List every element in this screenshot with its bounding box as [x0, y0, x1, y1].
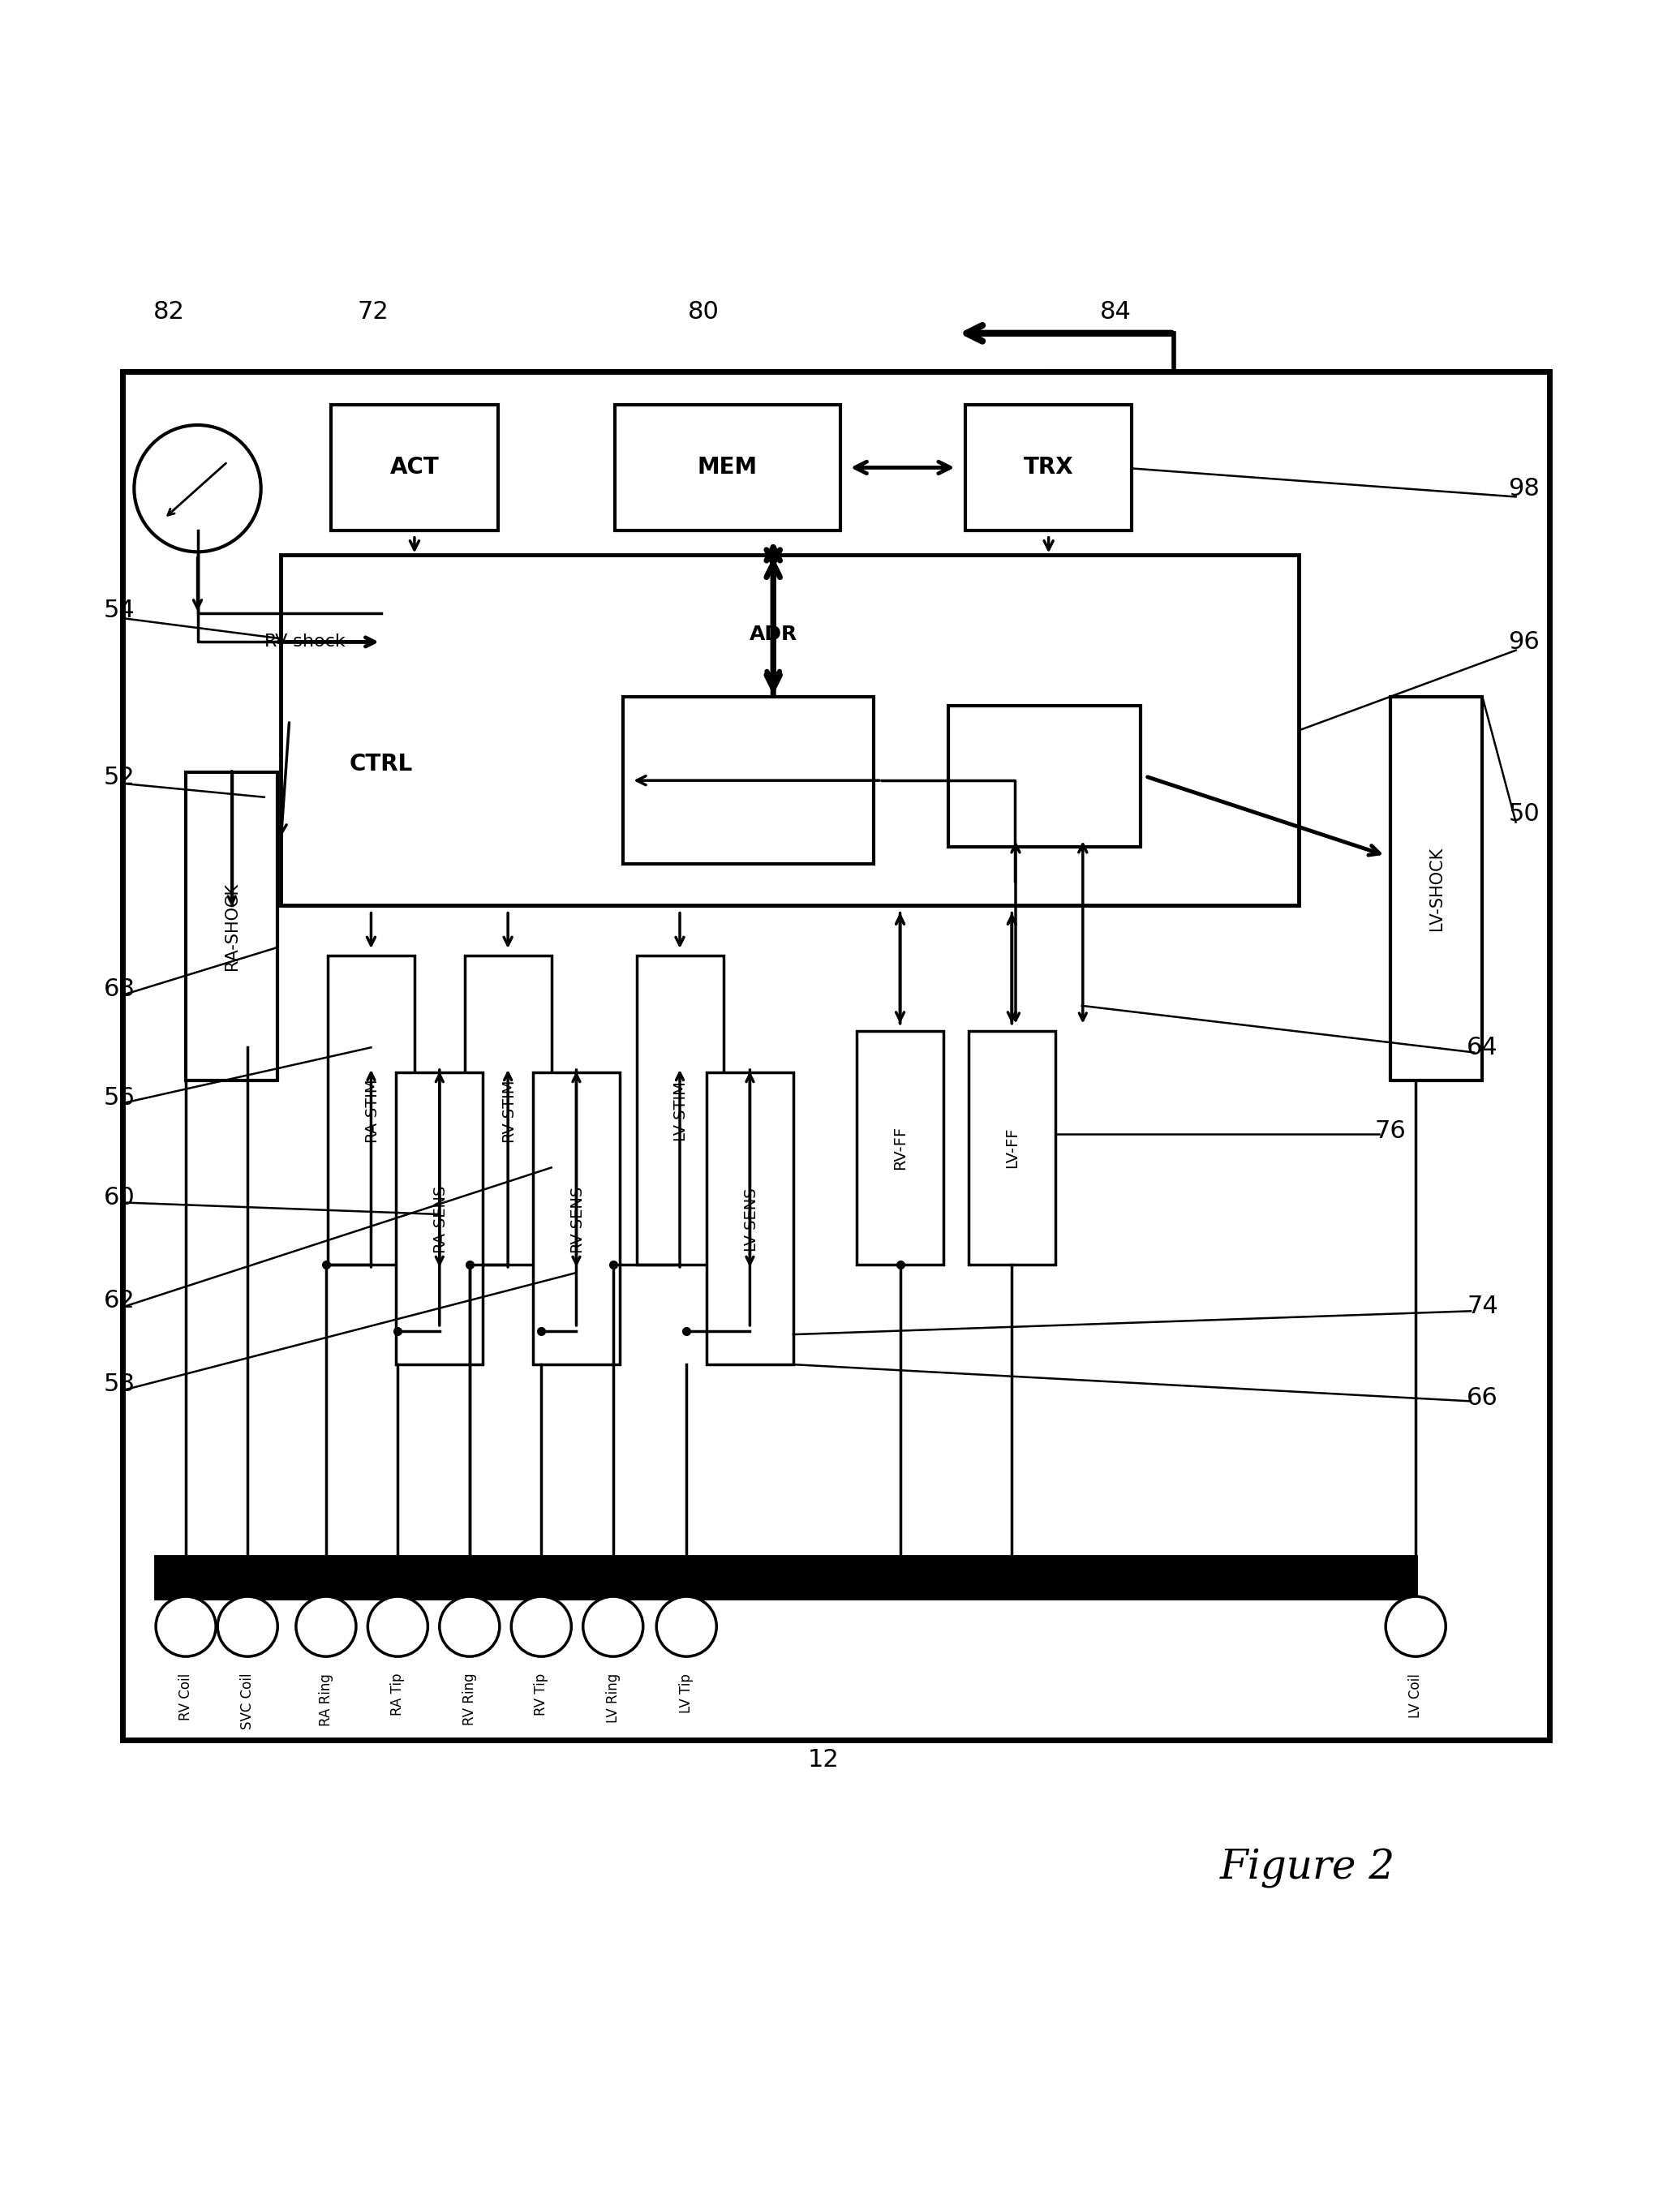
Text: 96: 96: [1509, 630, 1541, 654]
Text: RV-SENS: RV-SENS: [568, 1185, 585, 1251]
Text: LV-STIM: LV-STIM: [672, 1080, 687, 1141]
Bar: [707, 1073, 793, 1365]
Text: 82: 82: [153, 301, 185, 323]
Text: LV-SENS: LV-SENS: [743, 1185, 758, 1251]
Bar: [396, 1073, 482, 1365]
Text: RA-STIM: RA-STIM: [363, 1078, 378, 1141]
Text: 50: 50: [1509, 801, 1541, 825]
Text: 60: 60: [104, 1185, 134, 1209]
Bar: [465, 955, 551, 1264]
Bar: [123, 371, 1549, 1741]
Text: 66: 66: [1467, 1385, 1499, 1409]
Text: LV Ring: LV Ring: [606, 1673, 620, 1723]
Text: 52: 52: [104, 766, 134, 788]
Bar: [331, 406, 497, 531]
Ellipse shape: [1386, 1596, 1446, 1657]
Bar: [623, 698, 874, 865]
Text: RV-shock: RV-shock: [264, 634, 346, 650]
Text: Figure 2: Figure 2: [1220, 1848, 1394, 1888]
Text: 72: 72: [358, 301, 388, 323]
Text: LV-SHOCK: LV-SHOCK: [1428, 847, 1445, 931]
Ellipse shape: [218, 1596, 277, 1657]
Text: RV-FF: RV-FF: [892, 1126, 907, 1170]
Text: 56: 56: [104, 1087, 134, 1108]
Text: 58: 58: [104, 1372, 134, 1396]
Text: TRX: TRX: [1023, 457, 1074, 479]
Text: 74: 74: [1467, 1295, 1499, 1317]
Ellipse shape: [156, 1596, 217, 1657]
Text: ACT: ACT: [390, 457, 438, 479]
Text: MEM: MEM: [697, 457, 758, 479]
Text: RV Ring: RV Ring: [462, 1673, 477, 1725]
Text: RV Coil: RV Coil: [178, 1673, 193, 1721]
Text: 84: 84: [1100, 301, 1131, 323]
Text: 64: 64: [1467, 1036, 1499, 1060]
Text: RA-SENS: RA-SENS: [432, 1185, 447, 1253]
Bar: [968, 1032, 1055, 1264]
Text: CTRL: CTRL: [349, 753, 413, 775]
Bar: [722, 579, 823, 689]
Ellipse shape: [511, 1596, 571, 1657]
Text: 12: 12: [808, 1747, 838, 1771]
Bar: [533, 1073, 620, 1365]
Text: SVC Coil: SVC Coil: [240, 1673, 255, 1730]
Ellipse shape: [296, 1596, 356, 1657]
Text: 62: 62: [104, 1288, 134, 1313]
Text: LV Tip: LV Tip: [679, 1673, 694, 1712]
Bar: [328, 955, 415, 1264]
Text: LV Coil: LV Coil: [1408, 1673, 1423, 1719]
Ellipse shape: [134, 426, 260, 551]
Bar: [156, 1556, 1416, 1598]
Bar: [857, 1032, 944, 1264]
Bar: [637, 955, 722, 1264]
Text: RA Tip: RA Tip: [390, 1673, 405, 1716]
Text: 98: 98: [1509, 476, 1541, 500]
Ellipse shape: [657, 1596, 716, 1657]
Ellipse shape: [368, 1596, 428, 1657]
Text: ADR: ADR: [749, 626, 798, 643]
Ellipse shape: [583, 1596, 643, 1657]
Bar: [615, 406, 840, 531]
Text: 76: 76: [1374, 1119, 1406, 1144]
Bar: [1391, 698, 1482, 1080]
Text: RA Ring: RA Ring: [319, 1673, 333, 1725]
Bar: [281, 555, 1299, 907]
Bar: [186, 773, 277, 1080]
Bar: [949, 705, 1141, 847]
Text: 54: 54: [104, 599, 134, 621]
Text: 80: 80: [687, 301, 719, 323]
Bar: [964, 406, 1132, 531]
Text: RV Tip: RV Tip: [534, 1673, 549, 1716]
Ellipse shape: [440, 1596, 499, 1657]
Text: RV-STIM: RV-STIM: [501, 1078, 516, 1141]
Text: RA-SHOCK: RA-SHOCK: [223, 882, 240, 970]
Text: LV-FF: LV-FF: [1005, 1126, 1020, 1168]
Text: 68: 68: [104, 977, 134, 1001]
